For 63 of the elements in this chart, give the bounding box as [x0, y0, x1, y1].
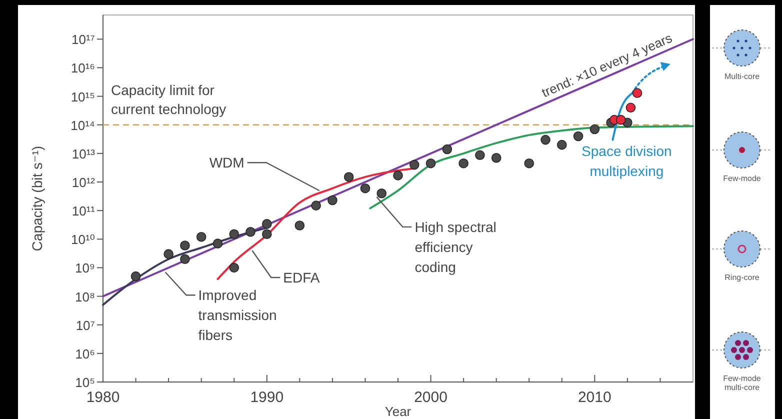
line-series — [369, 125, 694, 210]
y-tick-label: 10⁷ — [76, 318, 96, 333]
point — [632, 88, 642, 98]
point — [590, 124, 600, 134]
point — [164, 249, 174, 259]
point — [376, 188, 387, 198]
point — [393, 170, 403, 180]
y-tick-label: 10¹⁶ — [70, 60, 95, 76]
point — [573, 131, 584, 142]
annotation: EDFA — [283, 270, 320, 286]
y-tick-label: 10¹² — [72, 175, 96, 190]
point — [491, 152, 502, 163]
point — [458, 158, 468, 168]
point — [540, 134, 550, 145]
point — [475, 150, 485, 160]
x-tick-label: 1980 — [86, 389, 120, 406]
point — [360, 183, 370, 194]
y-tick-label: 10⁵ — [75, 375, 95, 390]
x-tick-label: 1990 — [250, 389, 284, 406]
point — [294, 220, 305, 230]
y-tick-label: 10¹⁵ — [70, 89, 95, 104]
text: Ring-core — [724, 273, 760, 282]
x-tick-label: 2000 — [414, 389, 448, 406]
point — [556, 140, 567, 150]
point — [426, 158, 436, 168]
annotation: trend: ×10 every 4 years — [539, 30, 675, 100]
y-tick-label: 10¹¹ — [72, 204, 96, 219]
y-tick-label: 10¹³ — [72, 146, 96, 162]
point — [180, 240, 190, 250]
point — [229, 229, 240, 240]
annotation: WDM — [209, 154, 244, 171]
point — [262, 229, 272, 240]
point — [229, 262, 240, 273]
point — [626, 102, 636, 113]
point — [616, 114, 626, 125]
series-label: Space division multiplexing — [582, 142, 672, 179]
point — [262, 219, 272, 229]
point — [212, 238, 223, 248]
ref-line-label: Capacity limit for current technology — [111, 82, 226, 117]
point — [180, 254, 190, 264]
point — [524, 158, 534, 168]
point — [344, 172, 354, 182]
x-tick-label: 2010 — [578, 389, 612, 406]
point — [246, 226, 256, 237]
y-tick-label: 10¹⁴ — [70, 118, 95, 133]
text: Multi-core — [724, 72, 760, 81]
y-tick-label: 10⁹ — [74, 260, 95, 276]
x-axis-title: Year — [384, 404, 412, 419]
text: Few-mode multi-core — [723, 374, 762, 392]
annotation: High spectral efficiency coding — [414, 218, 496, 275]
y-tick-label: 10⁸ — [75, 289, 95, 304]
y-tick-label: 10¹⁷ — [72, 32, 96, 48]
y-tick-label: 10¹⁰ — [70, 232, 95, 248]
point — [130, 271, 141, 282]
annotation: Improved transmission fibers — [198, 287, 277, 344]
point — [196, 232, 206, 242]
point — [311, 200, 321, 210]
point — [442, 144, 452, 154]
point — [328, 195, 338, 206]
point — [409, 160, 420, 170]
y-axis-title: Capacity (bit s⁻¹) — [29, 146, 45, 252]
text: Few-mode — [723, 174, 762, 183]
y-tick-label: 10⁶ — [75, 346, 95, 362]
